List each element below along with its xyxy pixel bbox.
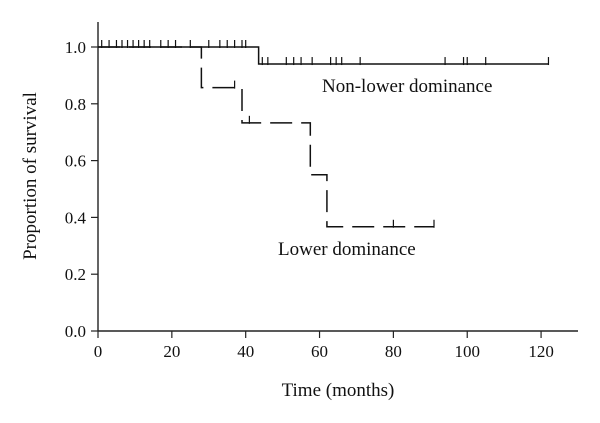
series-line-0: [98, 46, 549, 65]
y-tick-label: 0.0: [65, 322, 86, 341]
y-axis-title: Proportion of survival: [20, 92, 41, 260]
y-tick-label: 0.8: [65, 95, 86, 114]
x-axis-title: Time (months): [282, 380, 395, 401]
x-tick-label: 40: [237, 342, 254, 361]
ticks: 0 20 40 60 80 100 120 0.0 0.2 0.4 0.6 0.8 1.0: [65, 38, 554, 361]
x-tick-label: 100: [454, 342, 480, 361]
y-tick-label: 0.4: [65, 208, 87, 227]
y-tick-label: 0.2: [65, 265, 86, 284]
series-label-lower-dominance: Lower dominance: [278, 239, 416, 260]
x-tick-label: 20: [163, 342, 180, 361]
series-label-non-lower-dominance: Non-lower dominance: [322, 76, 492, 97]
x-tick-label: 80: [385, 342, 402, 361]
series-line-1: [98, 46, 434, 228]
x-tick-label: 120: [528, 342, 554, 361]
curves: [98, 46, 549, 228]
x-tick-label: 0: [94, 342, 103, 361]
axes: [97, 22, 578, 332]
labels: Time (months) Proportion of survival Non…: [20, 76, 492, 401]
y-tick-label: 1.0: [65, 38, 86, 57]
y-tick-label: 0.6: [65, 152, 86, 171]
x-tick-label: 60: [311, 342, 328, 361]
censor-marks: [101, 40, 550, 228]
